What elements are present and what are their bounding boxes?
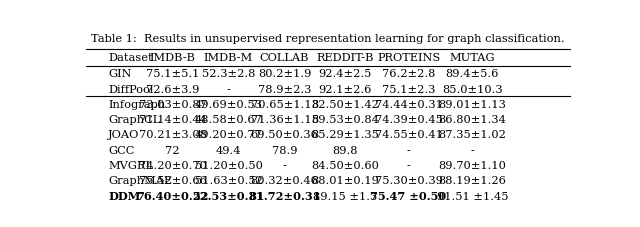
Text: 92.4±2.5: 92.4±2.5: [318, 69, 372, 79]
Text: DiffPool: DiffPool: [108, 84, 154, 94]
Text: 86.80±1.34: 86.80±1.34: [438, 115, 506, 125]
Text: 75.52±0.66: 75.52±0.66: [139, 175, 207, 185]
Text: 75.1±2.3: 75.1±2.3: [382, 84, 435, 94]
Text: 80.32±0.46: 80.32±0.46: [251, 175, 319, 185]
Text: 88.01±0.19: 88.01±0.19: [311, 175, 379, 185]
Text: 80.2±1.9: 80.2±1.9: [258, 69, 311, 79]
Text: 72.6±3.9: 72.6±3.9: [146, 84, 199, 94]
Text: 51.63±0.52: 51.63±0.52: [195, 175, 262, 185]
Text: GCC: GCC: [108, 145, 134, 155]
Text: 89.53±0.84: 89.53±0.84: [311, 115, 379, 125]
Text: 74.44±0.31: 74.44±0.31: [374, 99, 442, 109]
Text: 85.29±1.35: 85.29±1.35: [311, 130, 379, 140]
Text: -: -: [283, 160, 287, 170]
Text: 49.4: 49.4: [216, 145, 241, 155]
Text: 75.30±0.39: 75.30±0.39: [374, 175, 442, 185]
Text: 76.2±2.8: 76.2±2.8: [382, 69, 435, 79]
Text: 76.40±0.22: 76.40±0.22: [136, 190, 209, 201]
Text: 92.1±2.6: 92.1±2.6: [318, 84, 372, 94]
Text: 89.8: 89.8: [332, 145, 358, 155]
Text: MUTAG: MUTAG: [449, 53, 495, 63]
Text: 52.53±0.31: 52.53±0.31: [193, 190, 265, 201]
Text: 74.39±0.45: 74.39±0.45: [374, 115, 442, 125]
Text: MVGRL: MVGRL: [108, 160, 153, 170]
Text: DDM: DDM: [108, 190, 141, 201]
Text: 73.03±0.87: 73.03±0.87: [139, 99, 207, 109]
Text: 89.70±1.10: 89.70±1.10: [438, 160, 506, 170]
Text: GraphMAE: GraphMAE: [108, 175, 172, 185]
Text: 75.47 ±0.50: 75.47 ±0.50: [371, 190, 447, 201]
Text: 85.0±10.3: 85.0±10.3: [442, 84, 502, 94]
Text: 89.15 ±1.3: 89.15 ±1.3: [313, 191, 377, 201]
Text: 49.69±0.53: 49.69±0.53: [195, 99, 262, 109]
Text: 71.14±0.44: 71.14±0.44: [139, 115, 207, 125]
Text: 72: 72: [165, 145, 180, 155]
Text: -: -: [406, 145, 410, 155]
Text: 74.20±0.70: 74.20±0.70: [139, 160, 207, 170]
Text: -: -: [227, 84, 230, 94]
Text: GIN: GIN: [108, 69, 132, 79]
Text: 87.35±1.02: 87.35±1.02: [438, 130, 506, 140]
Text: Infograph: Infograph: [108, 99, 166, 109]
Text: 52.3±2.8: 52.3±2.8: [202, 69, 255, 79]
Text: 78.9±2.3: 78.9±2.3: [258, 84, 311, 94]
Text: 91.51 ±1.45: 91.51 ±1.45: [436, 191, 508, 201]
Text: 89.01±1.13: 89.01±1.13: [438, 99, 506, 109]
Text: 70.21±3.08: 70.21±3.08: [139, 130, 207, 140]
Text: IMDB-M: IMDB-M: [204, 53, 253, 63]
Text: COLLAB: COLLAB: [260, 53, 309, 63]
Text: Dataset: Dataset: [108, 53, 153, 63]
Text: 89.4±5.6: 89.4±5.6: [445, 69, 499, 79]
Text: 82.50±1.42: 82.50±1.42: [311, 99, 379, 109]
Text: 81.72±0.31: 81.72±0.31: [248, 190, 321, 201]
Text: 74.55±0.41: 74.55±0.41: [374, 130, 442, 140]
Text: REDDIT-B: REDDIT-B: [316, 53, 374, 63]
Text: 78.9: 78.9: [272, 145, 298, 155]
Text: 71.36±1.15: 71.36±1.15: [251, 115, 319, 125]
Text: 69.50±0.36: 69.50±0.36: [251, 130, 319, 140]
Text: JOAO: JOAO: [108, 130, 140, 140]
Text: Table 1:  Results in unsupervised representation learning for graph classificati: Table 1: Results in unsupervised represe…: [91, 33, 565, 43]
Text: 49.20±0.77: 49.20±0.77: [195, 130, 262, 140]
Text: 88.19±1.26: 88.19±1.26: [438, 175, 506, 185]
Text: 70.65±1.13: 70.65±1.13: [251, 99, 319, 109]
Text: 84.50±0.60: 84.50±0.60: [311, 160, 379, 170]
Text: -: -: [470, 145, 474, 155]
Text: GraphCL: GraphCL: [108, 115, 161, 125]
Text: PROTEINS: PROTEINS: [377, 53, 440, 63]
Text: IMDB-B: IMDB-B: [150, 53, 195, 63]
Text: 51.20±0.50: 51.20±0.50: [195, 160, 262, 170]
Text: 48.58±0.67: 48.58±0.67: [195, 115, 262, 125]
Text: 75.1±5.1: 75.1±5.1: [146, 69, 199, 79]
Text: -: -: [406, 160, 410, 170]
